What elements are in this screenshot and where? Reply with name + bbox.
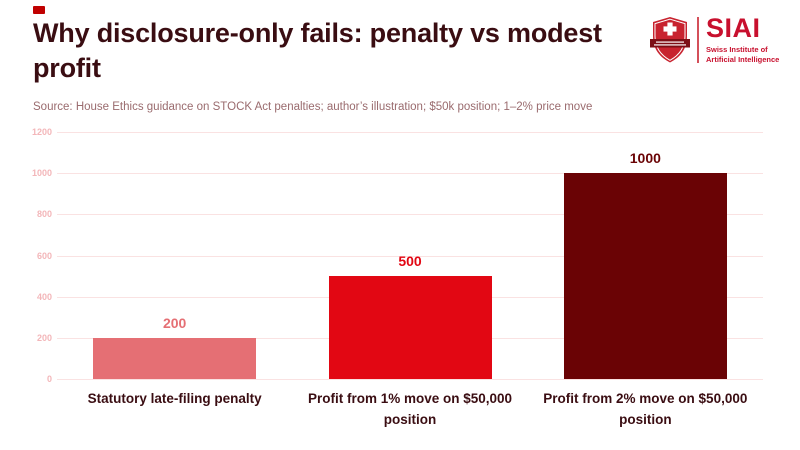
bar-0 — [93, 337, 257, 379]
bar-chart: 0 200 400 600 800 1000 1200 200 500 1000 Statuto… — [0, 120, 800, 450]
bar-value-label-1: 500 — [398, 253, 422, 270]
y-axis: 0 200 400 600 800 1000 1200 — [14, 127, 52, 384]
y-tick-label: 0 — [46, 374, 52, 384]
siai-logo: SIAI Swiss Institute of Artificial Intel… — [650, 15, 779, 65]
logo-text: SIAI Swiss Institute of Artificial Intel… — [706, 15, 779, 65]
page-title: Why disclosure-only fails: penalty vs mo… — [33, 18, 602, 84]
gridline — [57, 379, 763, 380]
swiss-shield-icon — [650, 15, 690, 65]
logo-abbr: SIAI — [706, 13, 761, 44]
gridline — [57, 132, 763, 133]
logo-subtitle-line2: Artificial Intelligence — [706, 55, 780, 64]
accent-dash — [33, 6, 45, 14]
category-label-1: Profit from 1% move on $50,000 position — [307, 391, 513, 427]
logo-subtitle-line1: Swiss Institute of — [706, 45, 768, 55]
category-label-0: Statutory late-filing penalty — [87, 391, 262, 406]
y-tick-label: 1200 — [31, 127, 52, 137]
logo-divider — [697, 17, 699, 63]
y-tick-label: 400 — [36, 291, 52, 302]
bar-1 — [328, 276, 492, 379]
y-tick-label: 1000 — [31, 168, 52, 179]
bar-value-label-0: 200 — [162, 314, 187, 331]
gridline — [57, 255, 763, 257]
logo-subtitle: Swiss Institute of Artificial Intelligen… — [706, 45, 779, 65]
plot-area: 200 500 1000 — [57, 132, 763, 380]
gridline — [57, 173, 763, 175]
gridline — [57, 214, 763, 216]
y-tick-label: 600 — [36, 250, 52, 261]
y-tick-label: 200 — [36, 332, 52, 343]
y-tick-label: 800 — [36, 209, 52, 220]
source-note: Source: House Ethics guidance on STOCK A… — [33, 101, 593, 113]
bar-value-label-2: 1000 — [629, 150, 661, 167]
category-label-2: Profit from 2% move on $50,000 position — [543, 391, 748, 427]
bar-2 — [563, 173, 727, 379]
x-axis-labels: Statutory late-filing penalty Profit from… — [57, 389, 763, 447]
